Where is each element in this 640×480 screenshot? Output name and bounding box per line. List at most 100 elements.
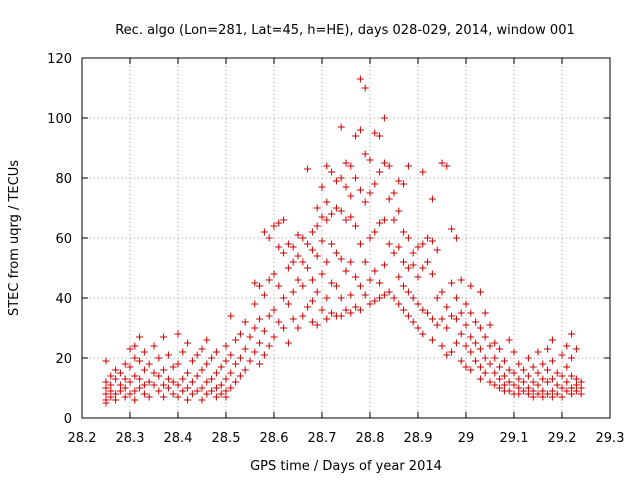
- data-point: [222, 342, 230, 350]
- data-point: [164, 351, 172, 359]
- data-point: [131, 372, 139, 380]
- data-point: [193, 351, 201, 359]
- y-tick-label: 100: [47, 112, 72, 127]
- data-point: [299, 258, 307, 266]
- data-point: [438, 288, 446, 296]
- data-point: [443, 324, 451, 332]
- data-point: [390, 294, 398, 302]
- data-point: [496, 375, 504, 383]
- data-point: [510, 348, 518, 356]
- data-point: [169, 378, 177, 386]
- data-point: [150, 342, 158, 350]
- data-point: [304, 240, 312, 248]
- data-point: [208, 354, 216, 362]
- data-point: [433, 321, 441, 329]
- x-axis-label: GPS time / Days of year 2014: [250, 459, 442, 474]
- data-point: [184, 369, 192, 377]
- data-point: [126, 390, 134, 398]
- data-point: [476, 375, 484, 383]
- chart-title: Rec. algo (Lon=281, Lat=45, h=HE), days …: [115, 23, 575, 38]
- data-point: [476, 324, 484, 332]
- data-point: [323, 198, 331, 206]
- data-point: [246, 357, 254, 365]
- data-point: [395, 207, 403, 215]
- data-point: [280, 294, 288, 302]
- data-point: [404, 234, 412, 242]
- data-point: [275, 219, 283, 227]
- data-point: [222, 357, 230, 365]
- data-point: [112, 390, 120, 398]
- data-point: [352, 273, 360, 281]
- y-tick-label: 40: [55, 292, 72, 307]
- data-point: [145, 360, 153, 368]
- data-point: [131, 387, 139, 395]
- data-point: [227, 384, 235, 392]
- data-point: [169, 390, 177, 398]
- data-point: [366, 300, 374, 308]
- data-point: [131, 396, 139, 404]
- data-point: [476, 345, 484, 353]
- data-point: [313, 288, 321, 296]
- data-point: [515, 390, 523, 398]
- data-point: [275, 318, 283, 326]
- data-point: [323, 294, 331, 302]
- data-point: [270, 306, 278, 314]
- data-point: [251, 324, 259, 332]
- data-point: [270, 270, 278, 278]
- data-point: [208, 387, 216, 395]
- data-point: [467, 348, 475, 356]
- data-point: [558, 351, 566, 359]
- data-point: [212, 384, 220, 392]
- data-point: [318, 213, 326, 221]
- data-point: [347, 192, 355, 200]
- data-point: [510, 369, 518, 377]
- data-point: [496, 363, 504, 371]
- y-tick-label: 80: [55, 172, 72, 187]
- data-point: [534, 390, 542, 398]
- data-point: [342, 159, 350, 167]
- data-point: [462, 300, 470, 308]
- data-point: [251, 348, 259, 356]
- data-point: [236, 330, 244, 338]
- data-point: [102, 390, 110, 398]
- data-point: [443, 162, 451, 170]
- data-point: [457, 330, 465, 338]
- data-point: [299, 312, 307, 320]
- data-point: [107, 372, 115, 380]
- data-point: [313, 321, 321, 329]
- data-point: [558, 372, 566, 380]
- data-point: [428, 270, 436, 278]
- data-point: [169, 363, 177, 371]
- data-points: [102, 75, 585, 407]
- data-point: [524, 354, 532, 362]
- x-tick-label: 29.3: [596, 431, 625, 446]
- data-point: [568, 390, 576, 398]
- data-point: [136, 375, 144, 383]
- data-point: [318, 237, 326, 245]
- data-point: [140, 366, 148, 374]
- data-point: [347, 291, 355, 299]
- data-point: [294, 252, 302, 260]
- data-point: [232, 360, 240, 368]
- data-point: [222, 393, 230, 401]
- data-point: [515, 375, 523, 383]
- data-point: [395, 273, 403, 281]
- y-tick-label: 120: [47, 52, 72, 67]
- data-point: [544, 366, 552, 374]
- data-point: [486, 321, 494, 329]
- data-point: [102, 378, 110, 386]
- data-point: [140, 390, 148, 398]
- data-point: [203, 378, 211, 386]
- data-point: [380, 216, 388, 224]
- data-point: [452, 315, 460, 323]
- data-point: [337, 255, 345, 263]
- data-point: [395, 300, 403, 308]
- data-point: [380, 291, 388, 299]
- data-point: [438, 342, 446, 350]
- data-point: [428, 237, 436, 245]
- data-point: [308, 246, 316, 254]
- data-point: [510, 381, 518, 389]
- data-point: [212, 393, 220, 401]
- data-point: [539, 375, 547, 383]
- data-point: [361, 84, 369, 92]
